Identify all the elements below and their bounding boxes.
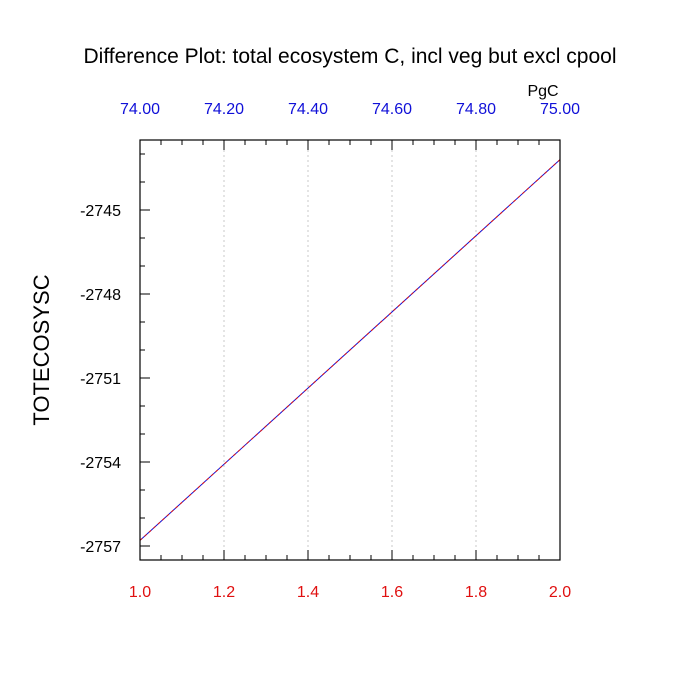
y-axis-label: TOTECOSYSC (29, 274, 54, 425)
bottom-tick-label: 1.6 (381, 584, 403, 601)
bottom-tick-label: 1.4 (297, 584, 319, 601)
data-lines (139, 159, 561, 541)
top-axis-unit: PgC (527, 83, 558, 100)
y-tick-label: -2754 (80, 455, 121, 472)
top-tick-label: 74.20 (204, 101, 244, 118)
bottom-tick-label: 1.0 (129, 584, 151, 601)
top-tick-label: 74.60 (372, 101, 412, 118)
bottom-tick-label: 2.0 (549, 584, 571, 601)
y-tick-label: -2745 (80, 203, 121, 220)
plot-frame (139, 139, 561, 561)
grid-lines (223, 140, 477, 560)
bottom-tick-label: 1.8 (465, 584, 487, 601)
y-tick-label: -2751 (80, 371, 121, 388)
bottom-tick-label: 1.2 (213, 584, 235, 601)
top-tick-label: 74.80 (456, 101, 496, 118)
top-tick-label: 75.00 (540, 101, 580, 118)
top-tick-label: 74.00 (120, 101, 160, 118)
chart-title: Difference Plot: total ecosystem C, incl… (83, 45, 616, 68)
series-line (139, 159, 561, 541)
y-tick-label: -2748 (80, 287, 121, 304)
tick-labels: 1.0 1.2 1.4 1.6 1.8 2.0 74.00 74.20 74.40 74.60 74… (80, 101, 580, 601)
top-tick-label: 74.40 (288, 101, 328, 118)
y-tick-label: -2757 (80, 539, 121, 556)
